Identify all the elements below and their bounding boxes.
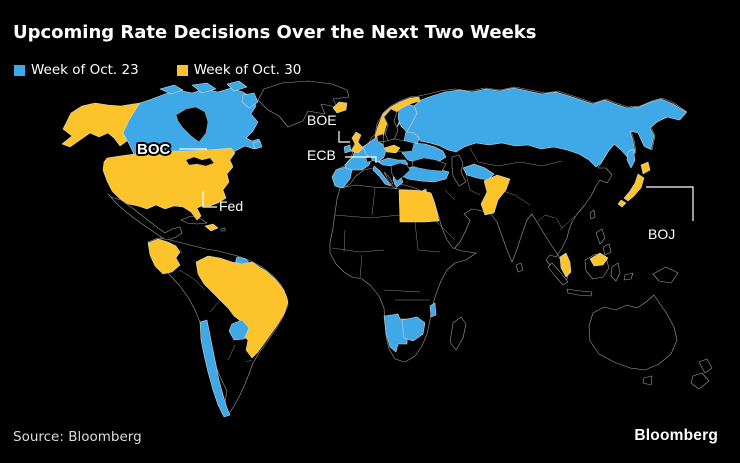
island-java bbox=[567, 289, 592, 296]
island-sakhalin bbox=[627, 149, 635, 168]
label-boe: BOE bbox=[307, 112, 337, 128]
label-boj: BOJ bbox=[648, 226, 676, 242]
country-malaysia-borneo bbox=[590, 253, 608, 266]
border-lines-south-america bbox=[152, 258, 252, 362]
country-tasmania bbox=[643, 376, 652, 385]
bloomberg-logo: Bloomberg bbox=[634, 427, 718, 444]
country-namibia bbox=[384, 314, 408, 352]
country-iceland bbox=[333, 102, 347, 113]
boj-leader-line bbox=[646, 187, 693, 221]
country-papua-new-guinea bbox=[653, 267, 678, 283]
country-malawi bbox=[430, 303, 436, 317]
great-lakes bbox=[186, 157, 214, 166]
country-czech-republic bbox=[384, 145, 400, 153]
country-finland-baltics bbox=[398, 104, 419, 148]
yellow-swatch-icon bbox=[176, 64, 188, 76]
country-new-zealand-north bbox=[699, 359, 712, 373]
country-paraguay bbox=[229, 320, 249, 340]
black-sea bbox=[412, 158, 446, 171]
blue-swatch-icon bbox=[14, 64, 25, 76]
border-lines-asia bbox=[430, 148, 575, 240]
island-maluku bbox=[624, 273, 633, 280]
arctic-islands bbox=[160, 81, 258, 108]
fed-leader-line bbox=[203, 191, 217, 207]
country-new-zealand-south bbox=[691, 373, 709, 389]
country-botswana bbox=[402, 317, 425, 341]
country-newfoundland bbox=[253, 141, 262, 149]
country-uk bbox=[351, 132, 363, 153]
country-australia bbox=[589, 295, 677, 370]
label-fed: Fed bbox=[219, 198, 244, 214]
legend-item-week-oct-30: Week of Oct. 30 bbox=[176, 62, 302, 78]
page-title: Upcoming Rate Decisions Over the Next Tw… bbox=[13, 22, 537, 43]
country-philippines-mindanao bbox=[603, 244, 611, 255]
border-lines-africa bbox=[332, 188, 440, 300]
country-uzbekistan bbox=[463, 164, 494, 180]
country-ireland bbox=[344, 145, 351, 153]
country-denmark bbox=[377, 134, 384, 142]
label-ecb: ECB bbox=[307, 147, 336, 163]
label-boc: BOC bbox=[137, 141, 171, 158]
country-brazil bbox=[196, 256, 288, 358]
country-chile bbox=[200, 320, 230, 417]
country-egypt bbox=[399, 190, 439, 222]
country-philippines-luzon bbox=[596, 229, 605, 244]
country-usa bbox=[103, 148, 235, 220]
island-sumatra bbox=[548, 263, 568, 285]
legend-item-week-oct-23: Week of Oct. 23 bbox=[14, 62, 139, 78]
country-puerto-rico bbox=[221, 228, 225, 231]
country-alaska bbox=[62, 103, 140, 147]
country-russia bbox=[397, 88, 686, 167]
caspian-sea bbox=[452, 155, 466, 186]
legend-label: Week of Oct. 30 bbox=[193, 62, 302, 78]
country-pakistan bbox=[481, 175, 510, 215]
country-malaysia-peninsula bbox=[560, 253, 571, 277]
country-colombia bbox=[148, 239, 180, 274]
island-sulawesi bbox=[611, 263, 620, 281]
country-madagascar bbox=[450, 317, 466, 350]
ecb-leader-line bbox=[345, 157, 376, 163]
legend-label: Week of Oct. 23 bbox=[31, 62, 139, 78]
hudson-bay bbox=[176, 107, 208, 142]
legend: Week of Oct. 23 Week of Oct. 30 bbox=[14, 62, 301, 78]
country-cuba bbox=[181, 216, 207, 224]
island-taiwan bbox=[590, 210, 595, 219]
country-dominican-republic bbox=[205, 224, 218, 231]
country-japan bbox=[618, 162, 650, 207]
country-sweden bbox=[384, 109, 398, 142]
region-balkans bbox=[391, 163, 410, 181]
country-sri-lanka bbox=[516, 263, 523, 272]
country-italy bbox=[373, 166, 391, 186]
source-attribution: Source: Bloomberg bbox=[13, 429, 142, 445]
boe-leader-line bbox=[339, 131, 350, 142]
